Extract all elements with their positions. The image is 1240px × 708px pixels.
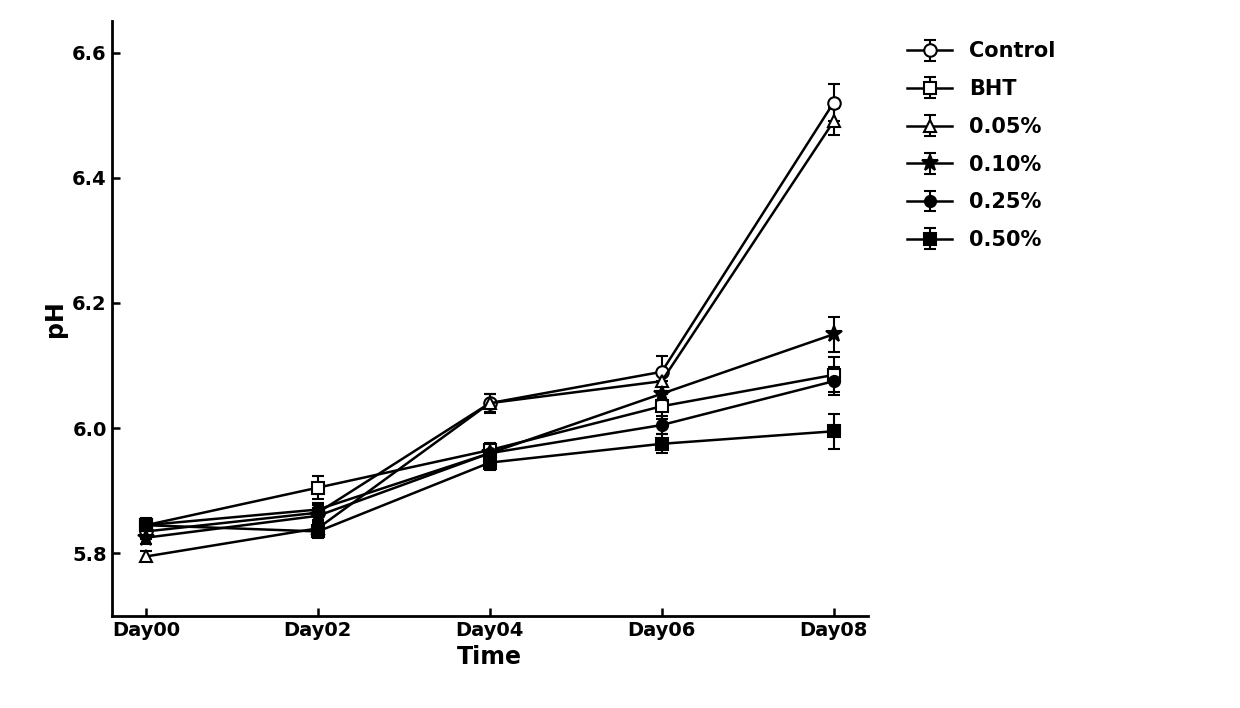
Legend: Control, BHT, 0.05%, 0.10%, 0.25%, 0.50%: Control, BHT, 0.05%, 0.10%, 0.25%, 0.50% bbox=[898, 33, 1064, 258]
X-axis label: Time: Time bbox=[458, 646, 522, 669]
Y-axis label: pH: pH bbox=[42, 300, 67, 337]
